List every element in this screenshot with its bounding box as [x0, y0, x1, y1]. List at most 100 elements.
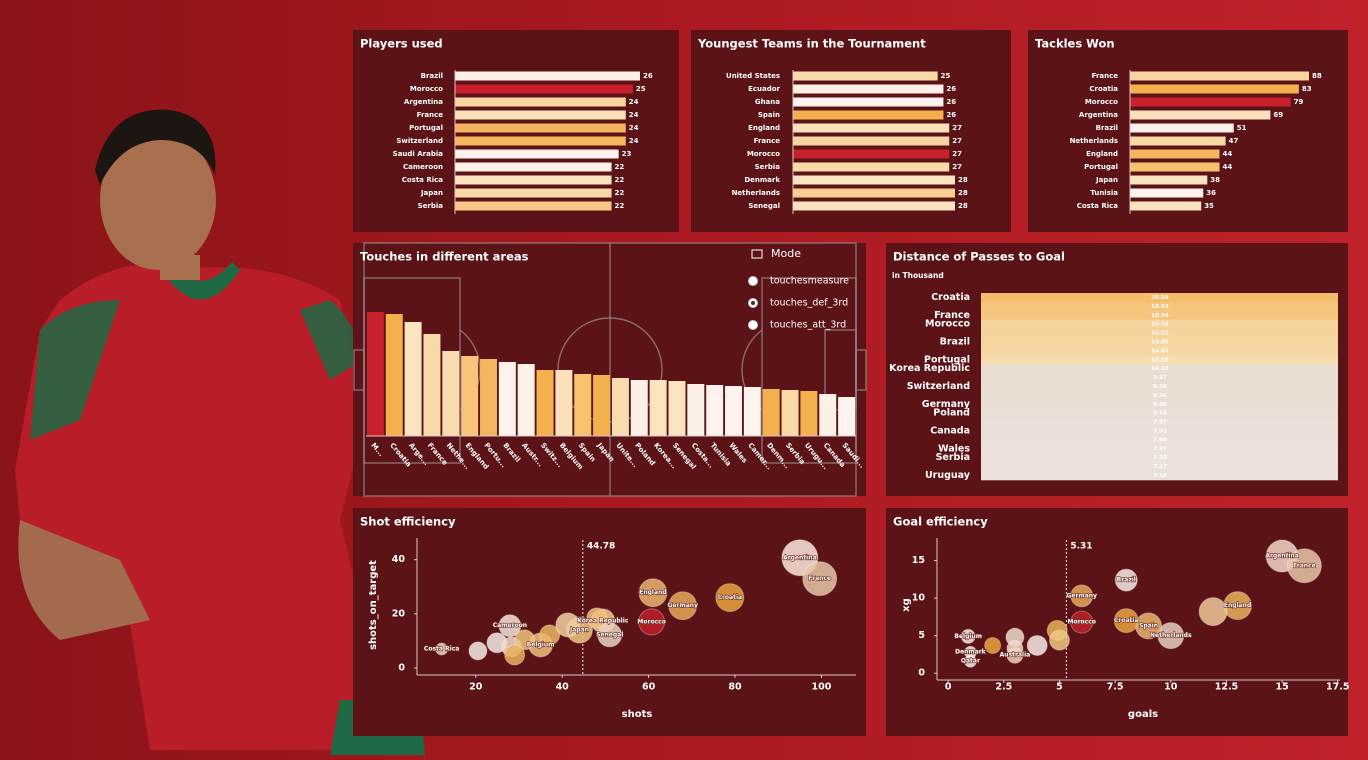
- bubble: [504, 644, 526, 666]
- bar: [455, 175, 612, 185]
- radio-label[interactable]: touches_def_3rd: [770, 298, 848, 309]
- value-label: 22: [615, 189, 625, 197]
- bar: [630, 380, 648, 436]
- bar: [793, 71, 938, 81]
- x-tick-label: 20: [469, 682, 483, 693]
- y-tick-label: 0: [398, 662, 405, 673]
- bar: [517, 364, 535, 436]
- bubble: [1026, 634, 1048, 656]
- bar: [793, 136, 950, 146]
- bar: [593, 375, 611, 436]
- x-tick-label: 0: [945, 682, 952, 693]
- value-label: 24: [629, 111, 639, 119]
- chart-title: Touches in different areas: [360, 250, 529, 264]
- value-label: 28: [958, 202, 968, 210]
- bar: [725, 386, 742, 436]
- bar: [455, 136, 626, 146]
- value-label: 24: [629, 98, 639, 106]
- heat-cell: [981, 390, 1338, 401]
- bar: [442, 351, 460, 436]
- value-label: 18.44: [1151, 313, 1169, 319]
- value-label: 25: [636, 85, 646, 93]
- value-label: 44: [1223, 150, 1233, 158]
- bar: [706, 385, 724, 436]
- bar: [649, 380, 667, 436]
- radio-button[interactable]: [748, 276, 758, 286]
- bubble: [1198, 597, 1228, 627]
- heat-cell: [981, 310, 1338, 321]
- bar: [819, 394, 837, 436]
- chart-title: Goal efficiency: [893, 515, 988, 529]
- value-label: 88: [1312, 72, 1322, 80]
- category-label: Spain: [758, 111, 780, 119]
- value-label: 26: [946, 98, 956, 106]
- category-label: Japan: [420, 189, 443, 197]
- value-label: 7.57: [1153, 446, 1167, 452]
- point-label: Senegal: [596, 631, 623, 638]
- value-label: 14.85: [1151, 339, 1169, 345]
- value-label: 24: [629, 124, 639, 132]
- chart-title: Shot efficiency: [360, 515, 456, 529]
- x-tick-label: 40: [556, 682, 570, 693]
- category-label: United States: [726, 72, 780, 80]
- heat-cell: [981, 355, 1338, 365]
- y-axis-title: xg: [901, 598, 912, 612]
- category-label: Saudi Arabia: [393, 150, 444, 158]
- point-label: Germany: [668, 602, 699, 609]
- bar: [455, 71, 640, 81]
- x-axis-title: goals: [1128, 709, 1158, 720]
- heat-cell: [981, 382, 1338, 392]
- point-label: England: [1224, 602, 1251, 609]
- heat-cell: [981, 417, 1338, 427]
- heat-cell: [981, 328, 1338, 338]
- bar: [455, 188, 612, 198]
- value-label: 18.63: [1151, 304, 1169, 310]
- value-label: 20.58: [1151, 295, 1169, 301]
- radio-label[interactable]: touches_att_3rd: [770, 320, 846, 331]
- bar: [385, 314, 403, 436]
- radio-dot[interactable]: [751, 301, 755, 305]
- radio-button[interactable]: [748, 320, 758, 330]
- row-label: Serbia: [936, 452, 970, 463]
- subtitle: in Thousand: [892, 271, 944, 280]
- value-label: 28: [958, 176, 968, 184]
- bar: [668, 381, 686, 436]
- category-label: Portugal: [409, 124, 443, 132]
- point-label: Netherlands: [1150, 632, 1192, 639]
- bar: [461, 356, 479, 436]
- point-label: Cameroon: [493, 622, 527, 629]
- category-label: Ghana: [755, 98, 780, 106]
- point-label: Belgium: [527, 641, 555, 648]
- row-label: Croatia: [931, 292, 970, 303]
- point-label: Belgium: [954, 633, 982, 640]
- bubble: [638, 608, 666, 636]
- row-label: Wales: [938, 443, 970, 454]
- value-label: 9.58: [1153, 384, 1167, 390]
- bar: [800, 391, 818, 436]
- category-label: Ecuador: [748, 85, 780, 93]
- category-label: Croatia: [1089, 85, 1118, 93]
- value-label: 14.65: [1151, 348, 1169, 354]
- bubble: [498, 614, 522, 638]
- category-label: Portugal: [1084, 163, 1118, 171]
- point-label: Qatar: [961, 658, 980, 665]
- x-tick-label: 5: [1056, 682, 1063, 693]
- heat-cell: [981, 293, 1338, 303]
- value-label: 27: [952, 124, 962, 132]
- bar: [455, 149, 619, 159]
- bar: [455, 84, 633, 94]
- bubble: [597, 622, 623, 648]
- bar: [1130, 71, 1309, 81]
- heat-cell: [981, 346, 1338, 356]
- bar: [366, 312, 384, 436]
- value-label: 26: [946, 85, 956, 93]
- value-label: 47: [1229, 137, 1239, 145]
- radio-label[interactable]: touchesmeasure: [770, 276, 849, 287]
- point-label: Spain: [1139, 622, 1158, 629]
- value-label: 25: [941, 72, 951, 80]
- point-label: Germany: [1067, 592, 1098, 599]
- chart-title: Youngest Teams in the Tournament: [697, 37, 926, 51]
- heat-cell: [981, 453, 1338, 463]
- bar: [1130, 97, 1291, 107]
- value-label: 13.68: [1151, 357, 1169, 363]
